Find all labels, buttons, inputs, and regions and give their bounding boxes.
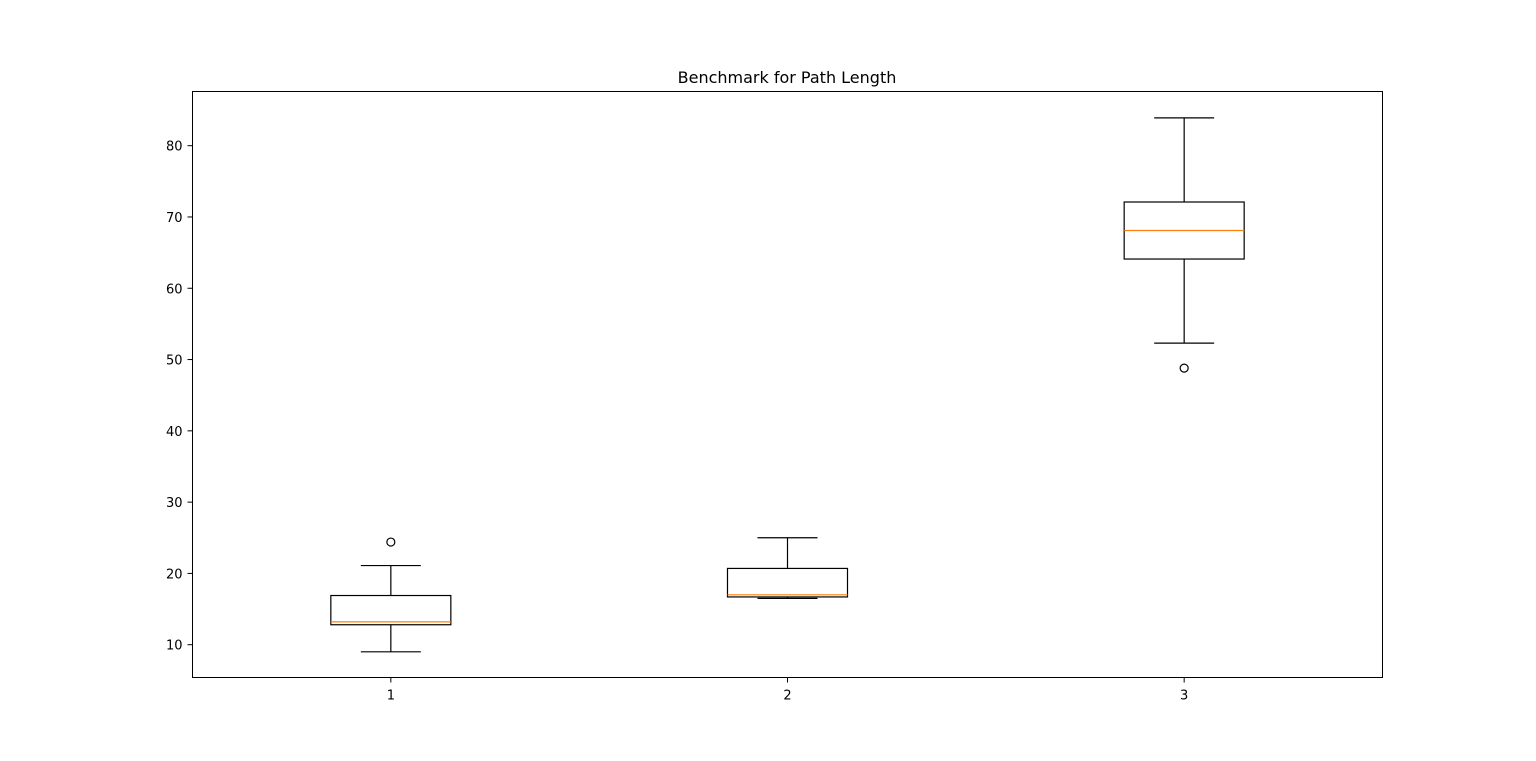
chart-title: Benchmark for Path Length: [678, 68, 897, 87]
plot-frame: [192, 91, 1383, 678]
y-tick-label: 70: [166, 211, 183, 226]
x-tick-label: 1: [387, 689, 395, 704]
outlier-point: [386, 537, 396, 547]
y-tick-label: 80: [166, 140, 183, 155]
box: [330, 594, 452, 626]
y-tick-label: 20: [166, 567, 183, 582]
y-tick-label: 30: [166, 496, 183, 511]
box: [726, 567, 849, 598]
y-tick-label: 60: [166, 282, 183, 297]
x-tick-label: 2: [783, 689, 791, 704]
y-tick-label: 40: [166, 425, 183, 440]
y-tick-label: 10: [166, 639, 183, 654]
outlier-point: [1179, 363, 1189, 373]
x-tick-label: 3: [1180, 689, 1188, 704]
y-tick-label: 50: [166, 354, 183, 369]
plot-area: 10 20 30 40 50 60 70 80 1 2 3: [166, 117, 1245, 704]
